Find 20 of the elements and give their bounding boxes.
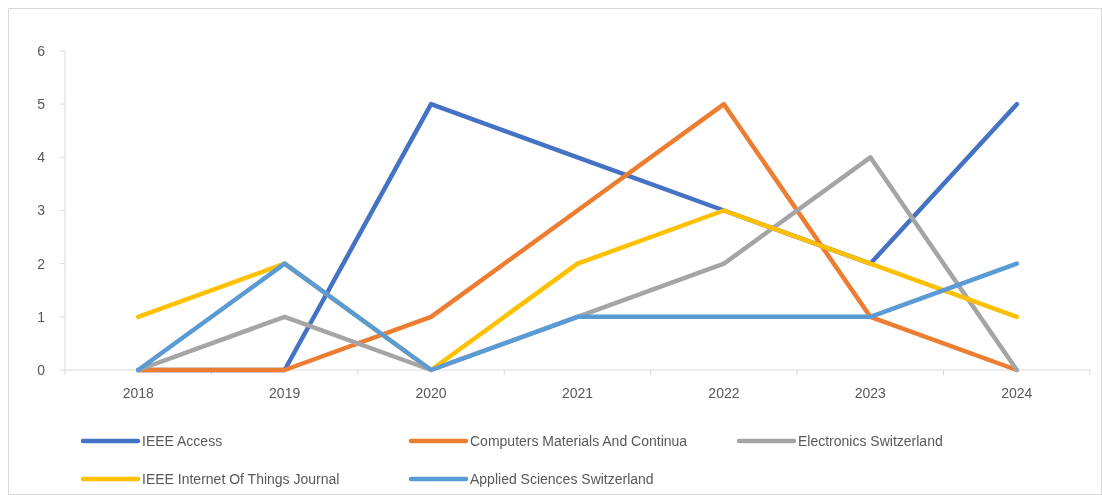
- y-tick-label: 6: [37, 42, 46, 59]
- line-series: [135, 101, 1020, 373]
- legend-label: IEEE Access: [142, 432, 223, 449]
- x-tick-label: 2019: [269, 385, 301, 401]
- y-tick-label: 0: [37, 361, 46, 378]
- x-tick-label: 2023: [854, 385, 887, 401]
- y-tick-label: 4: [37, 149, 46, 166]
- y-tick-label: 1: [37, 308, 46, 325]
- legend-label: Electronics Switzerland: [798, 432, 943, 449]
- y-tick-label: 5: [37, 96, 46, 113]
- y-tick-label: 2: [37, 255, 46, 272]
- x-tick-label: 2018: [122, 385, 154, 401]
- y-tick-label: 3: [37, 202, 46, 219]
- legend-label: IEEE Internet Of Things Journal: [142, 470, 340, 487]
- x-tick-label: 2024: [1001, 385, 1033, 401]
- x-tick-label: 2020: [415, 385, 447, 401]
- x-tick-label: 2021: [561, 385, 594, 401]
- legend-label: Applied Sciences Switzerland: [470, 470, 654, 487]
- x-tick-label: 2022: [708, 385, 740, 401]
- legend-label: Computers Materials And Continua: [470, 432, 688, 449]
